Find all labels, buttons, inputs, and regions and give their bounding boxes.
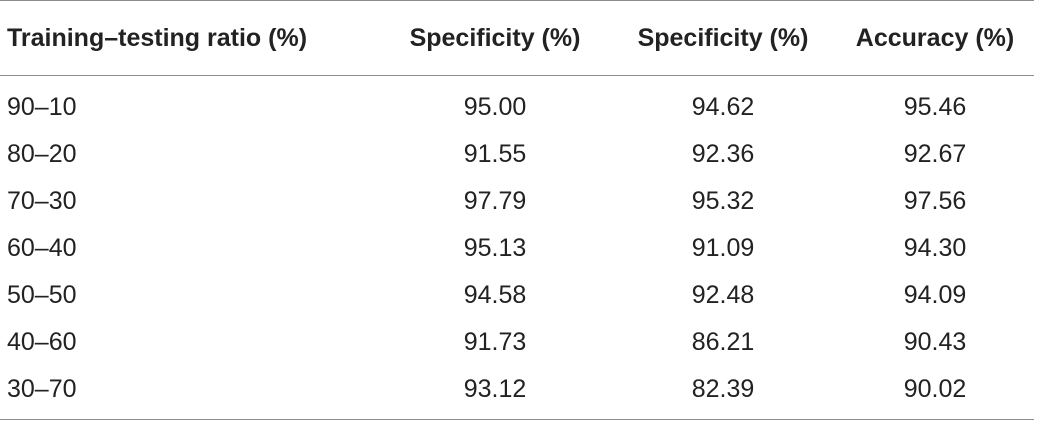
ratio-cell: 40–60 [7,328,77,356]
specificity-cell: 95.32 [691,187,755,215]
table-row: 40–60 91.73 86.21 90.43 [0,319,1034,366]
table-row: 80–20 91.55 92.36 92.67 [0,131,1034,178]
table-row: 90–10 95.00 94.62 95.46 [0,76,1034,132]
results-table: Training–testing ratio (%) Specificity (… [0,0,1034,420]
table-header: Training–testing ratio (%) Specificity (… [0,0,1034,76]
accuracy-cell: 97.56 [903,187,967,215]
table-body: 90–10 95.00 94.62 95.46 80–20 91.55 92.3… [0,76,1034,420]
specificity-cell: 97.79 [463,187,527,215]
header-specificity-1: Specificity (%) [380,0,610,76]
specificity-cell: 92.48 [691,281,755,309]
accuracy-cell: 94.09 [903,281,967,309]
table-row: 60–40 95.13 91.09 94.30 [0,225,1034,272]
ratio-cell: 70–30 [7,187,77,215]
results-table-container: Training–testing ratio (%) Specificity (… [0,0,1034,420]
specificity-cell: 91.73 [463,328,527,356]
specificity-cell: 95.00 [463,93,527,121]
accuracy-cell: 92.67 [903,140,967,168]
accuracy-cell: 90.43 [903,328,967,356]
table-row: 30–70 93.12 82.39 90.02 [0,366,1034,420]
table-row: 70–30 97.79 95.32 97.56 [0,178,1034,225]
specificity-cell: 86.21 [691,328,755,356]
header-specificity-2: Specificity (%) [610,0,836,76]
accuracy-cell: 90.02 [836,366,1034,420]
accuracy-cell: 94.30 [903,234,967,262]
ratio-cell: 30–70 [0,366,380,420]
header-accuracy: Accuracy (%) [836,0,1034,76]
table-row: 50–50 94.58 92.48 94.09 [0,272,1034,319]
header-row: Training–testing ratio (%) Specificity (… [0,0,1034,76]
specificity-cell: 94.62 [691,93,755,121]
ratio-cell: 80–20 [7,140,77,168]
specificity-cell: 91.09 [691,234,755,262]
header-training-testing-ratio: Training–testing ratio (%) [0,0,380,76]
specificity-cell: 94.58 [463,281,527,309]
ratio-cell: 90–10 [7,93,77,121]
specificity-cell: 82.39 [610,366,836,420]
specificity-cell: 95.13 [463,234,527,262]
accuracy-cell: 95.46 [903,93,967,121]
ratio-cell: 50–50 [7,281,77,309]
specificity-cell: 91.55 [463,140,527,168]
specificity-cell: 93.12 [380,366,610,420]
ratio-cell: 60–40 [7,234,77,262]
specificity-cell: 92.36 [691,140,755,168]
